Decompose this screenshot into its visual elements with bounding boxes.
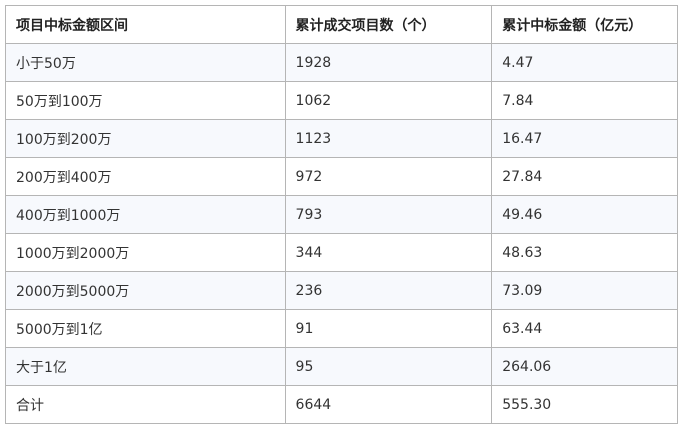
amount-cell: 48.63 [491,233,678,272]
amount-cell: 63.44 [491,309,678,348]
range-cell: 1000万到2000万 [5,233,286,272]
count-cell: 972 [284,157,493,196]
amount-cell: 49.46 [491,195,678,234]
count-cell: 793 [284,195,493,234]
bid-amount-table: 项目中标金额区间 累计成交项目数（个） 累计中标金额（亿元） 小于50万 1928… [5,5,678,424]
table-row: 200万到400万 972 27.84 [5,157,678,196]
count-cell: 236 [284,271,493,310]
count-cell: 6644 [284,385,493,424]
header-row: 项目中标金额区间 累计成交项目数（个） 累计中标金额（亿元） [5,5,678,44]
amount-cell: 264.06 [491,347,678,386]
count-cell: 1928 [284,43,493,82]
amount-cell: 7.84 [491,81,678,120]
range-cell: 小于50万 [5,43,286,82]
header-count: 累计成交项目数（个） [284,5,493,44]
amount-cell: 73.09 [491,271,678,310]
header-amount: 累计中标金额（亿元） [491,5,678,44]
table-row: 小于50万 1928 4.47 [5,43,678,82]
table-row: 50万到100万 1062 7.84 [5,81,678,120]
table-row: 5000万到1亿 91 63.44 [5,309,678,348]
range-cell: 50万到100万 [5,81,286,120]
count-cell: 344 [284,233,493,272]
count-cell: 1062 [284,81,493,120]
table-row: 400万到1000万 793 49.46 [5,195,678,234]
range-cell: 2000万到5000万 [5,271,286,310]
range-cell: 200万到400万 [5,157,286,196]
range-cell: 400万到1000万 [5,195,286,234]
amount-cell: 4.47 [491,43,678,82]
count-cell: 91 [284,309,493,348]
count-cell: 1123 [284,119,493,158]
header-range: 项目中标金额区间 [5,5,286,44]
total-row: 合计 6644 555.30 [5,385,678,424]
table-row: 2000万到5000万 236 73.09 [5,271,678,310]
count-cell: 95 [284,347,493,386]
table-row: 1000万到2000万 344 48.63 [5,233,678,272]
range-cell: 100万到200万 [5,119,286,158]
table-row: 100万到200万 1123 16.47 [5,119,678,158]
amount-cell: 555.30 [491,385,678,424]
range-cell: 合计 [5,385,286,424]
amount-cell: 16.47 [491,119,678,158]
table-row: 大于1亿 95 264.06 [5,347,678,386]
amount-cell: 27.84 [491,157,678,196]
range-cell: 5000万到1亿 [5,309,286,348]
range-cell: 大于1亿 [5,347,286,386]
